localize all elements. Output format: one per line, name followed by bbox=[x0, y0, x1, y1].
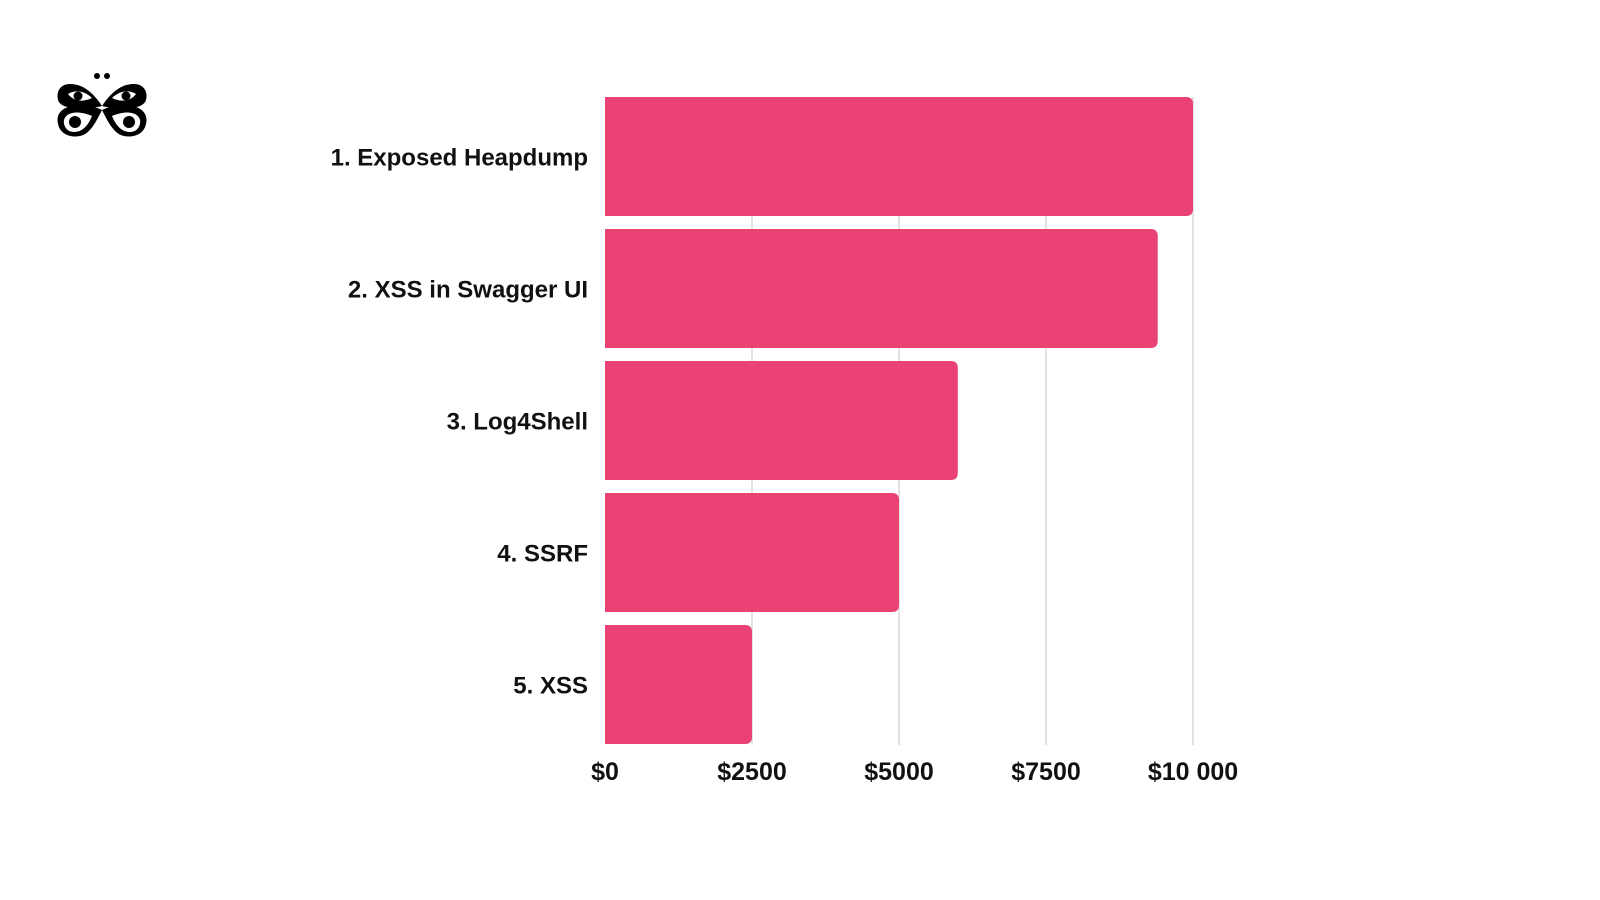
category-label: 1. Exposed Heapdump bbox=[331, 145, 588, 172]
x-axis-tick-labels: $0 $2500 $5000 $7500 $10 000 bbox=[591, 758, 1238, 786]
x-tick-label: $5000 bbox=[864, 758, 934, 786]
bar bbox=[605, 493, 899, 612]
x-tick-label: $2500 bbox=[717, 758, 787, 786]
butterfly-logo-icon bbox=[57, 73, 147, 137]
bar bbox=[605, 229, 1158, 348]
x-tick-label: $0 bbox=[591, 758, 619, 786]
category-label: 5. XSS bbox=[513, 673, 588, 700]
x-tick-label: $7500 bbox=[1011, 758, 1081, 786]
bars bbox=[605, 97, 1193, 744]
category-label: 4. SSRF bbox=[497, 541, 588, 568]
bar bbox=[605, 97, 1193, 216]
category-labels: 1. Exposed Heapdump 2. XSS in Swagger UI 3… bbox=[331, 145, 588, 700]
bar bbox=[605, 361, 958, 480]
x-tick-label: $10 000 bbox=[1148, 758, 1238, 786]
category-label: 3. Log4Shell bbox=[447, 409, 588, 436]
bar bbox=[605, 625, 752, 744]
category-label: 2. XSS in Swagger UI bbox=[348, 277, 588, 304]
